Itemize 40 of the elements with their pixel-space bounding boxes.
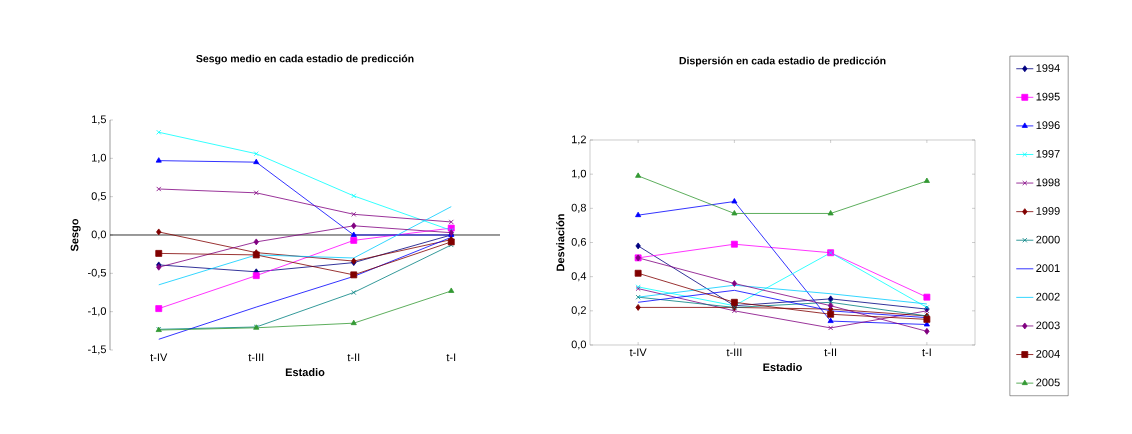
y-tick-label: -1,5 bbox=[88, 345, 106, 355]
y-tick-label: 0,6 bbox=[571, 237, 586, 248]
legend-label: 1999 bbox=[1036, 207, 1060, 215]
x-tick-label: t-I bbox=[922, 348, 931, 357]
legend-label: 1996 bbox=[1036, 121, 1060, 130]
legend-label: 1995 bbox=[1036, 92, 1060, 101]
y-tick-label: 0,4 bbox=[571, 272, 587, 282]
y-tick-label: 1,0 bbox=[92, 153, 107, 163]
y-tick-label: 0,5 bbox=[91, 192, 106, 202]
y-tick-label: 1,0 bbox=[572, 169, 587, 179]
y-axis-title: Sesgo bbox=[70, 218, 81, 252]
y-axis-title: Desviación bbox=[556, 214, 565, 271]
chart-title: Dispersión en cada estadio de predicción bbox=[679, 56, 886, 67]
x-tick-label: t-IV bbox=[150, 353, 168, 362]
x-tick-label: t-II bbox=[824, 348, 837, 357]
x-axis-title: Estadio bbox=[763, 363, 802, 372]
legend-label: 1994 bbox=[1036, 64, 1060, 72]
x-axis-title: Estadio bbox=[285, 368, 325, 377]
legend-label: 2004 bbox=[1036, 349, 1060, 358]
x-tick-label: t-IV bbox=[629, 348, 647, 357]
legend-label: 2005 bbox=[1036, 378, 1060, 387]
x-tick-label: t-III bbox=[248, 353, 264, 362]
y-tick-label: -1,0 bbox=[88, 307, 107, 317]
y-tick-label: -0,5 bbox=[88, 268, 106, 278]
chart-title: Sesgo medio en cada estadio de predicción bbox=[196, 54, 414, 65]
legend-label: 2001 bbox=[1036, 264, 1060, 272]
x-tick-label: t-II bbox=[347, 353, 360, 362]
x-tick-label: t-I bbox=[446, 353, 456, 362]
legend-label: 2000 bbox=[1036, 235, 1060, 244]
legend-label: 1997 bbox=[1036, 149, 1060, 158]
legend-label: 2003 bbox=[1036, 321, 1060, 330]
x-tick-label: t-III bbox=[726, 348, 742, 357]
legend-label: 1998 bbox=[1036, 178, 1060, 187]
legend-label: 2002 bbox=[1036, 292, 1060, 301]
y-tick-label: 0,8 bbox=[571, 203, 586, 213]
y-tick-label: 0,2 bbox=[571, 306, 586, 316]
y-tick-label: 0,0 bbox=[571, 340, 587, 350]
y-tick-label: 0,0 bbox=[91, 230, 107, 240]
y-tick-label: 1,5 bbox=[92, 115, 106, 125]
y-tick-label: 1,2 bbox=[572, 135, 586, 145]
